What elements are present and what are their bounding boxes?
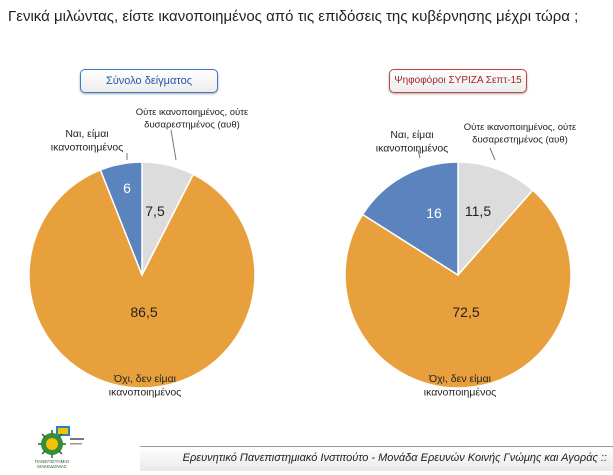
value-label: 72,5 bbox=[452, 304, 479, 320]
category-label: δυσαρεστημένος (αυθ) bbox=[144, 120, 240, 131]
leader-line bbox=[170, 129, 177, 161]
slice-neutral bbox=[457, 161, 534, 277]
slice-yes bbox=[99, 161, 143, 276]
category-label: ικανοποιημένος bbox=[109, 387, 181, 399]
svg-text:ΠΑΝΕΠΙΣΤΗΜΙΟ: ΠΑΝΕΠΙΣΤΗΜΙΟ bbox=[35, 459, 70, 464]
slice-yes bbox=[361, 161, 459, 277]
value-label: 16 bbox=[426, 205, 442, 221]
category-label: ικανοποιημένος bbox=[51, 142, 123, 154]
chart-title: Γενικά μιλώντας, είστε ικανοποιημένος απ… bbox=[8, 8, 579, 25]
leader-line bbox=[489, 147, 496, 161]
category-label: δυσαρεστημένος (αυθ) bbox=[472, 135, 568, 146]
category-label: Όχι, δεν είμαι bbox=[428, 373, 492, 385]
category-label: Όχι, δεν είμαι bbox=[113, 373, 177, 385]
category-label: Ναι, είμαι bbox=[390, 129, 434, 141]
syriza-voters-label: Ψηφοφόροι ΣΥΡΙΖΑ Σεπτ-15 bbox=[389, 69, 527, 93]
value-label: 86,5 bbox=[130, 304, 157, 320]
category-label: ικανοποιημένος bbox=[424, 387, 496, 399]
slice-no bbox=[28, 168, 256, 389]
pie-chart-syriza: 16 11,5 72,5 Ναι, είμαι ικανοποιημένος Ούτε ι… bbox=[344, 122, 577, 399]
value-label: 6 bbox=[123, 180, 131, 196]
category-label: Ναι, είμαι bbox=[65, 128, 109, 140]
sample-total-label: Σύνολο δείγματος bbox=[80, 69, 218, 93]
value-label: 11,5 bbox=[465, 203, 491, 219]
university-logo: ΠΑΝΕΠΙΣΤΗΜΙΟ ΜΑΚΕΔΟΝΙΑΣ bbox=[34, 424, 98, 470]
footer-text: Ερευνητικό Πανεπιστημιακό Ινστιτούτο - Μ… bbox=[182, 452, 607, 464]
pie-chart-total: 6 7,5 86,5 Ναι, είμαι ικανοποιημένος Ούτε ικα… bbox=[28, 107, 256, 399]
svg-text:ΜΑΚΕΔΟΝΙΑΣ: ΜΑΚΕΔΟΝΙΑΣ bbox=[37, 464, 67, 469]
value-label: 7,5 bbox=[145, 203, 165, 219]
category-label: ικανοποιημένος bbox=[376, 143, 448, 155]
leader-line bbox=[417, 149, 421, 159]
category-label: Ούτε ικανοποιημένος, ούτε bbox=[136, 107, 249, 118]
footer-bar: Ερευνητικό Πανεπιστημιακό Ινστιτούτο - Μ… bbox=[140, 446, 613, 471]
category-label: Ούτε ικανοποιημένος, ούτε bbox=[464, 122, 577, 133]
